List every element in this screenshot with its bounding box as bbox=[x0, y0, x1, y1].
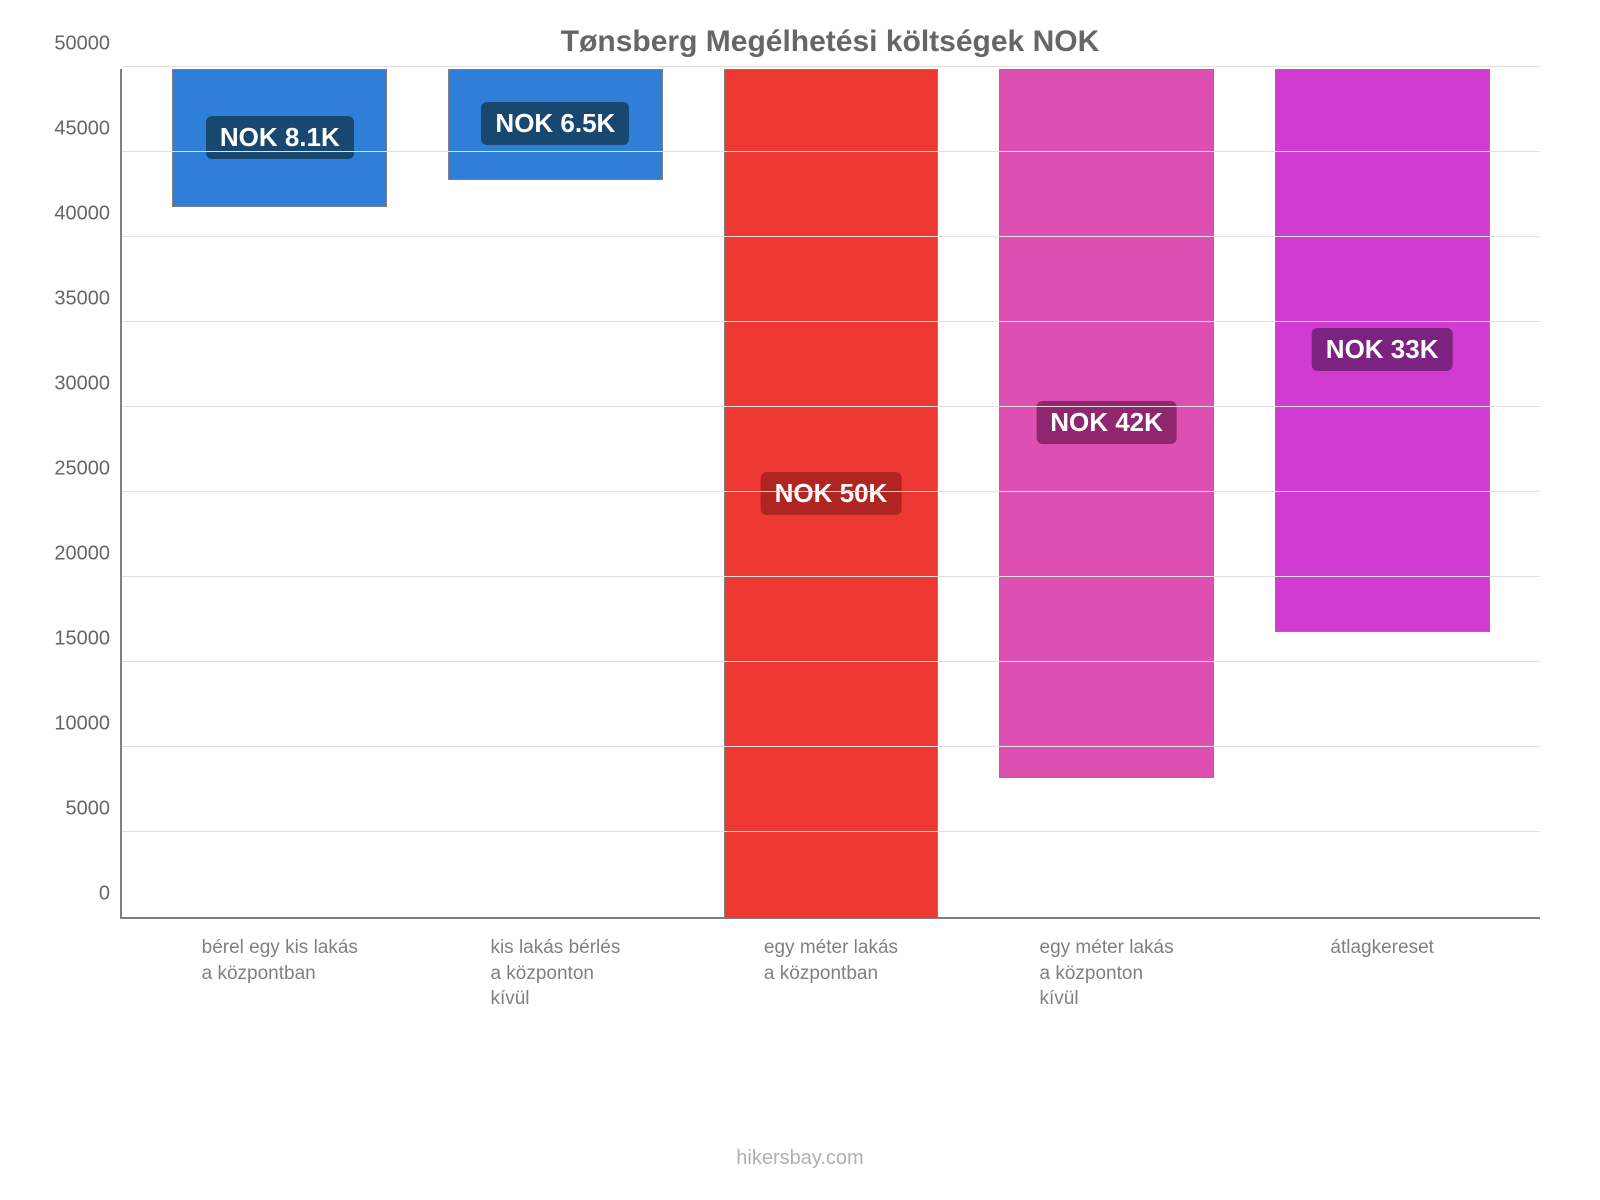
value-badge: NOK 33K bbox=[1312, 328, 1453, 371]
bar: NOK 8.1K bbox=[172, 69, 387, 207]
y-tick-label: 20000 bbox=[54, 543, 122, 566]
x-tick-slot: átlagkereset bbox=[1244, 935, 1520, 1012]
x-axis: bérel egy kis lakás a központban kis laká… bbox=[122, 935, 1540, 1012]
gridline bbox=[122, 661, 1540, 662]
gridline bbox=[122, 576, 1540, 577]
chart-title: Tønsberg Megélhetési költségek NOK bbox=[120, 25, 1540, 59]
x-tick-slot: egy méter lakás a központban bbox=[693, 935, 969, 1012]
y-tick-label: 35000 bbox=[54, 288, 122, 311]
gridline bbox=[122, 406, 1540, 407]
gridline bbox=[122, 491, 1540, 492]
value-badge: NOK 42K bbox=[1036, 401, 1177, 444]
gridline bbox=[122, 321, 1540, 322]
x-tick-slot: egy méter lakás a központon kívül bbox=[969, 935, 1245, 1012]
value-badge: NOK 8.1K bbox=[206, 116, 354, 159]
bar-slot: NOK 42K bbox=[969, 69, 1245, 917]
x-tick-label: átlagkereset bbox=[1330, 935, 1434, 1012]
value-badge: NOK 50K bbox=[761, 472, 902, 515]
x-tick-label: bérel egy kis lakás a központban bbox=[202, 935, 358, 1012]
y-tick-label: 30000 bbox=[54, 373, 122, 396]
gridline bbox=[122, 746, 1540, 747]
value-badge: NOK 6.5K bbox=[481, 102, 629, 145]
y-tick-label: 45000 bbox=[54, 118, 122, 141]
bar-slot: NOK 50K bbox=[693, 69, 969, 917]
gridline bbox=[122, 151, 1540, 152]
gridline bbox=[122, 831, 1540, 832]
bar: NOK 33K bbox=[1275, 69, 1490, 632]
y-tick-label: 0 bbox=[99, 883, 122, 906]
bar-slot: NOK 8.1K bbox=[142, 69, 418, 917]
bars-layer: NOK 8.1K NOK 6.5K NOK 50K NOK 42K NOK 33K bbox=[122, 69, 1540, 917]
x-tick-slot: bérel egy kis lakás a központban bbox=[142, 935, 418, 1012]
attribution-text: hikersbay.com bbox=[0, 1147, 1600, 1170]
y-tick-label: 10000 bbox=[54, 713, 122, 736]
y-tick-label: 25000 bbox=[54, 458, 122, 481]
bar-slot: NOK 6.5K bbox=[418, 69, 694, 917]
bar-slot: NOK 33K bbox=[1244, 69, 1520, 917]
gridline bbox=[122, 236, 1540, 237]
plot-area: NOK 8.1KNOK 6.5KNOK 50KNOK 42KNOK 33K bé… bbox=[120, 69, 1540, 919]
y-tick-label: 50000 bbox=[54, 33, 122, 56]
x-tick-label: egy méter lakás a központban bbox=[764, 935, 898, 1012]
gridline bbox=[122, 66, 1540, 67]
y-tick-label: 40000 bbox=[54, 203, 122, 226]
x-tick-label: egy méter lakás a központon kívül bbox=[1040, 935, 1174, 1012]
bar: NOK 42K bbox=[999, 69, 1214, 778]
bar: NOK 50K bbox=[724, 69, 939, 919]
bar: NOK 6.5K bbox=[448, 69, 663, 180]
y-tick-label: 15000 bbox=[54, 628, 122, 651]
y-tick-label: 5000 bbox=[66, 798, 123, 821]
x-tick-label: kis lakás bérlés a központon kívül bbox=[490, 935, 620, 1012]
x-tick-slot: kis lakás bérlés a központon kívül bbox=[418, 935, 694, 1012]
cost-of-living-chart: Tønsberg Megélhetési költségek NOK NOK 8… bbox=[0, 0, 1600, 1200]
